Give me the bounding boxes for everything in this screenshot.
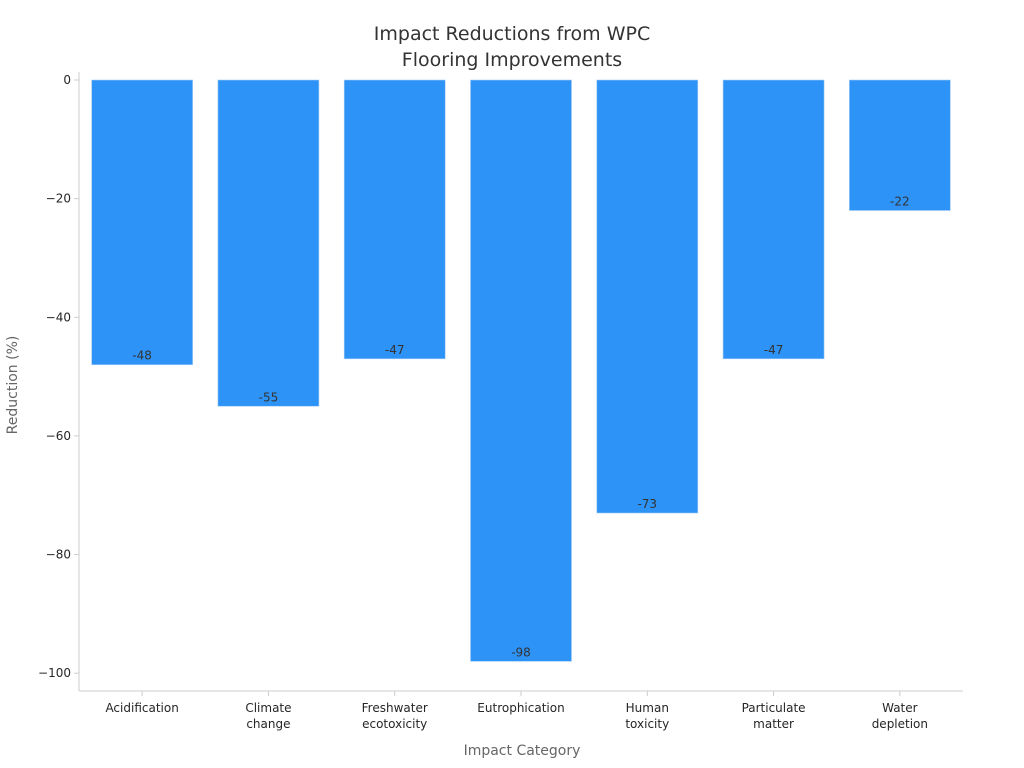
x-tick-label-5-line-0: Particulate [742, 701, 806, 715]
bar-6 [849, 79, 951, 211]
data-label-2: -47 [385, 343, 405, 357]
x-axis-title: Impact Category [464, 743, 581, 759]
x-tick-label-2-line-1: ecotoxicity [362, 717, 427, 731]
y-tick-label-3: −60 [46, 429, 71, 443]
chart-title-line-2: Flooring Improvements [402, 49, 622, 71]
bar-3 [470, 79, 572, 662]
y-tick-label-0: 0 [63, 73, 71, 87]
y-axis-title: Reduction (%) [5, 336, 21, 435]
x-tick-label-4-line-1: toxicity [625, 717, 669, 731]
x-tick-label-6-line-0: Water [882, 701, 918, 715]
x-tick-label-0: Acidification [105, 701, 178, 715]
y-ticks-group: 0 −20 −40 −60 −80 −100 [38, 73, 79, 680]
x-tick-label-1-line-1: change [246, 717, 290, 731]
y-tick-label-4: −80 [46, 548, 71, 562]
data-label-6: -22 [890, 195, 910, 209]
data-label-4: -73 [637, 497, 657, 511]
bar-2 [343, 79, 446, 360]
data-label-1: -55 [259, 390, 279, 404]
bar-1 [217, 79, 320, 407]
data-label-3: -98 [511, 645, 531, 659]
x-tick-label-5-line-1: matter [753, 717, 794, 731]
x-tick-label-2-line-0: Freshwater [362, 701, 428, 715]
x-tick-label-4-line-0: Human [626, 701, 669, 715]
data-label-0: -48 [132, 349, 152, 363]
x-tick-label-6-line-1: depletion [872, 717, 928, 731]
chart-title: Impact Reductions from WPC Flooring Impr… [374, 23, 650, 71]
y-tick-label-2: −40 [46, 310, 71, 324]
x-tick-label-3: Eutrophication [477, 701, 564, 715]
bar-5 [722, 79, 825, 360]
data-labels-group: -48 -55 -47 -98 -73 -47 -22 [132, 195, 909, 660]
bar-4 [596, 79, 699, 514]
chart-title-line-1: Impact Reductions from WPC [374, 23, 650, 45]
x-tick-label-1-line-0: Climate [245, 701, 291, 715]
y-tick-label-5: −100 [38, 666, 71, 680]
bars-group [91, 79, 951, 662]
data-label-5: -47 [764, 343, 784, 357]
bar-0 [91, 79, 193, 366]
y-tick-label-1: −20 [46, 192, 71, 206]
x-ticks-group: Acidification Climate change Freshwater ecot… [105, 691, 928, 731]
